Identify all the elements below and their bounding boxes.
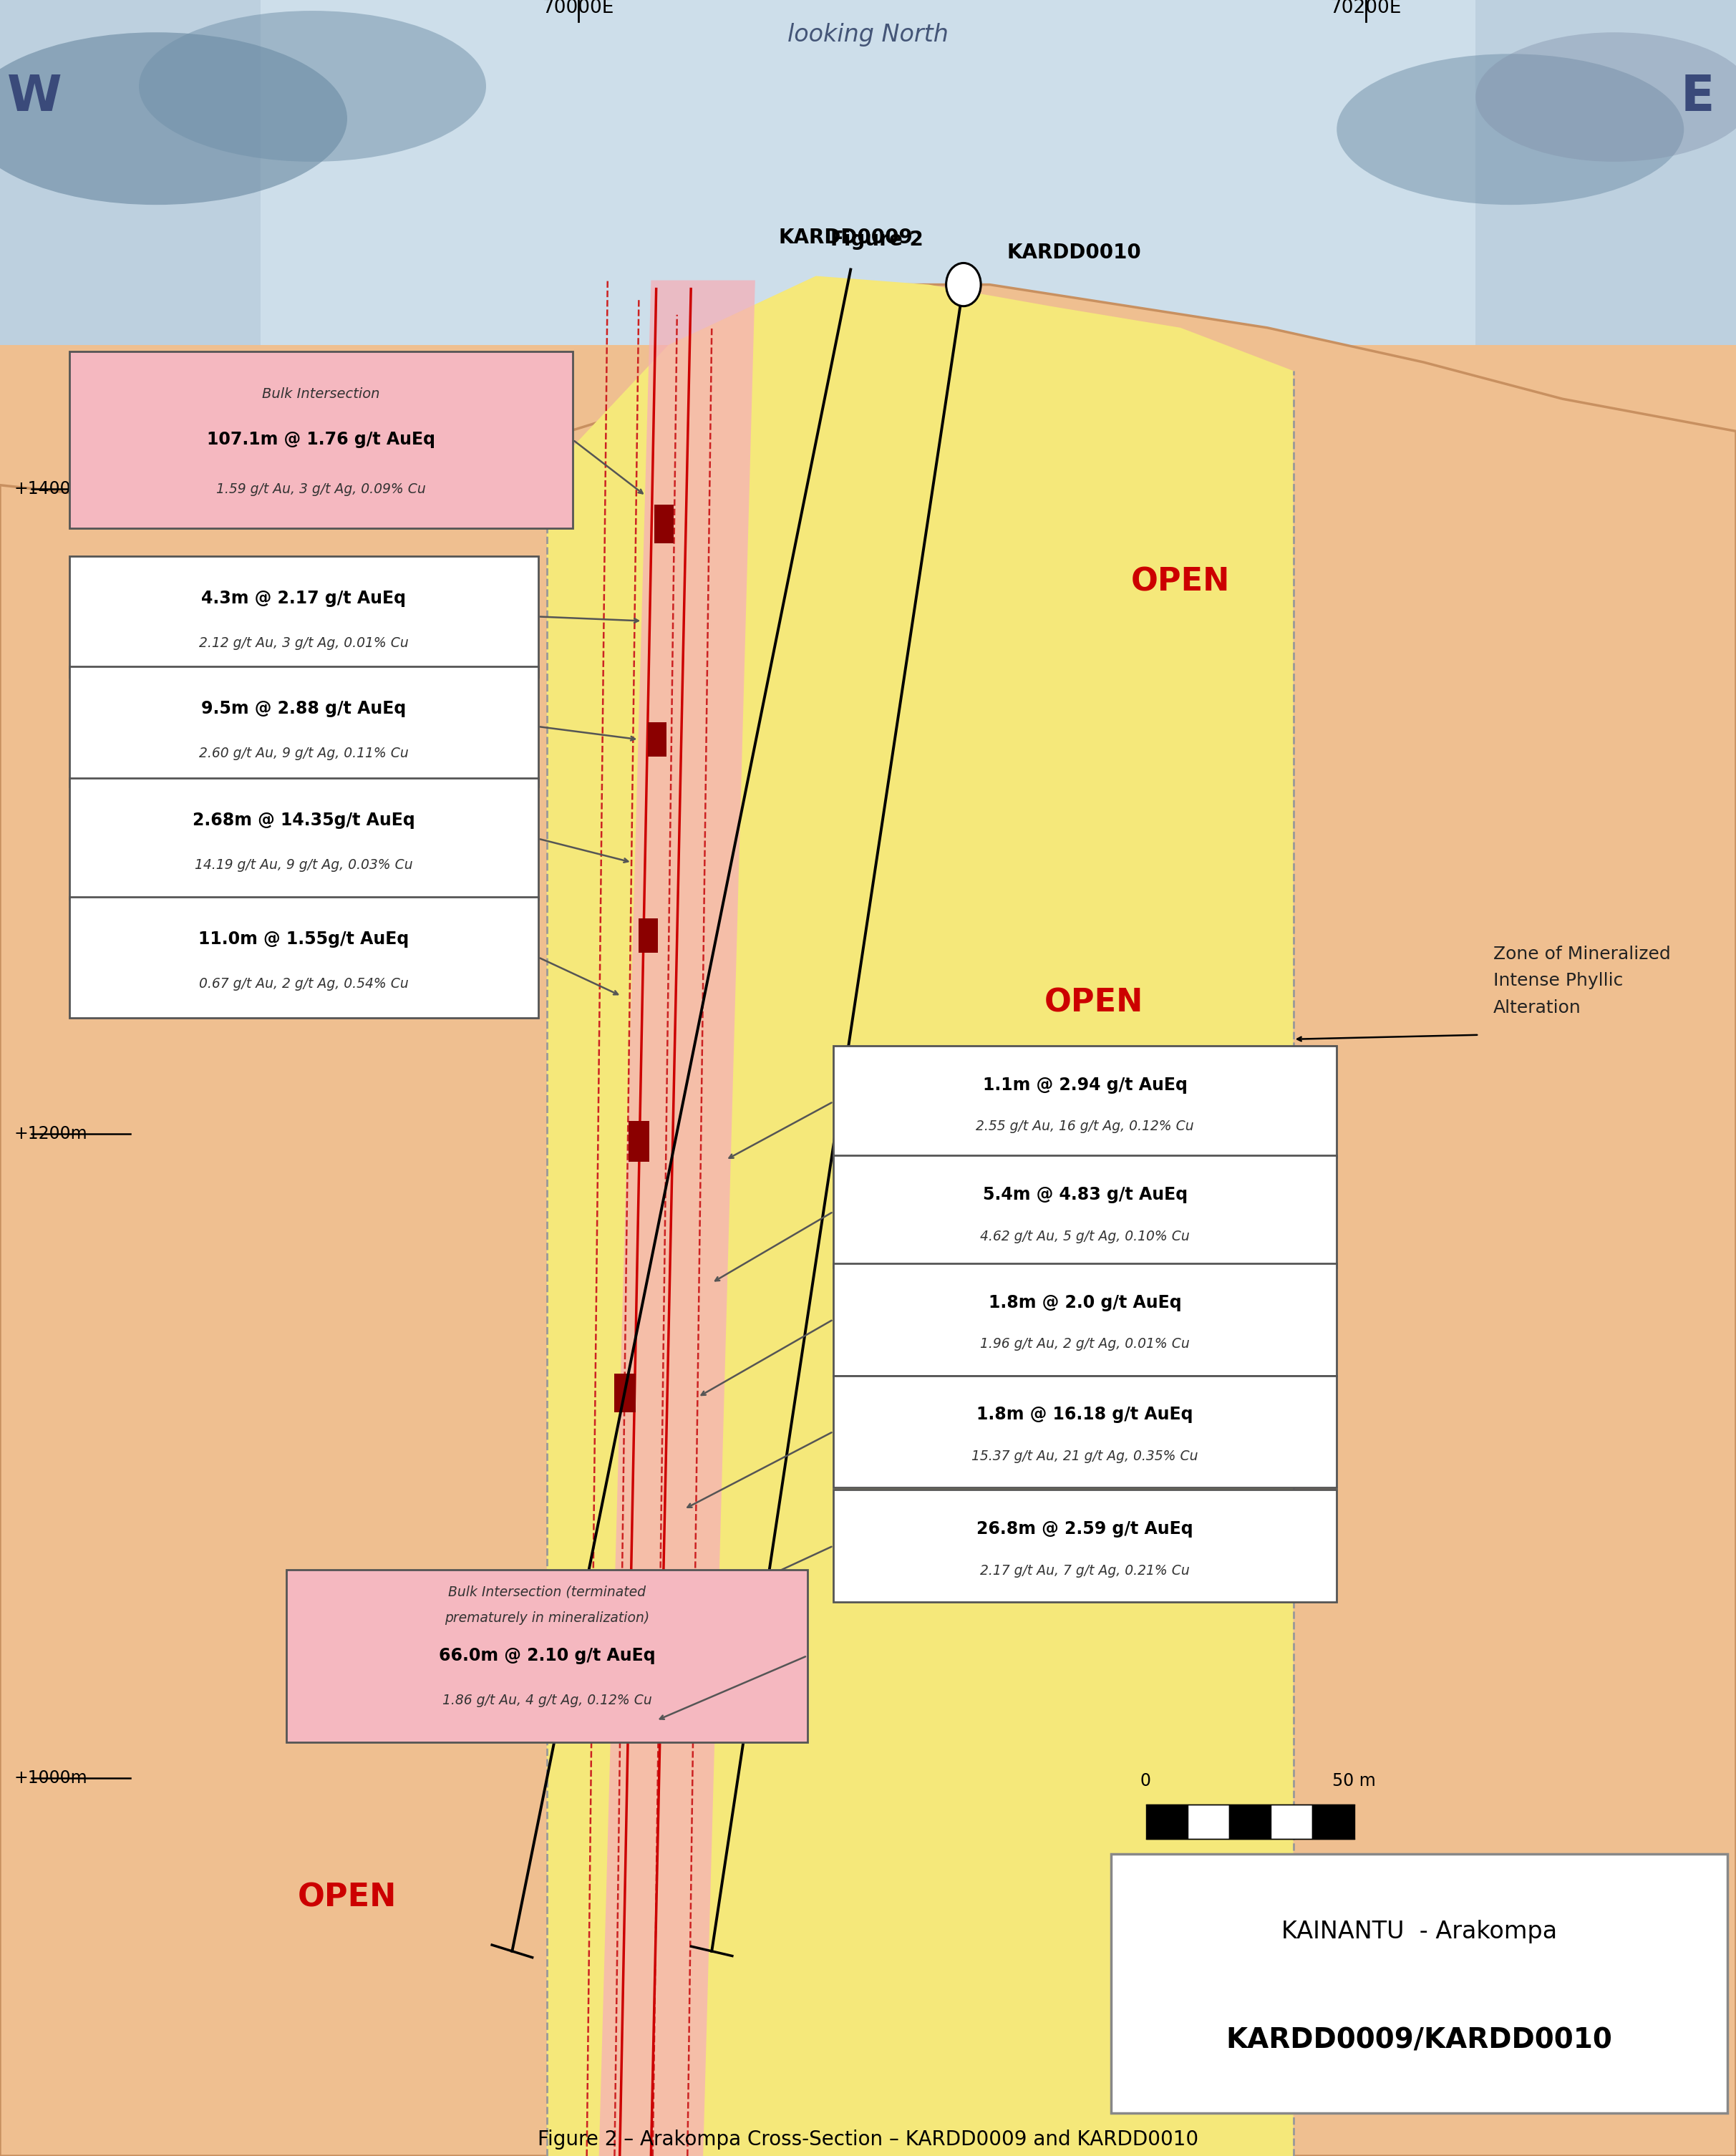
Text: 50 m: 50 m — [1332, 1772, 1377, 1789]
Ellipse shape — [1467, 32, 1727, 140]
Ellipse shape — [1476, 32, 1736, 162]
Text: prematurely in mineralization): prematurely in mineralization) — [444, 1611, 649, 1626]
Text: 66.0m @ 2.10 g/t AuEq: 66.0m @ 2.10 g/t AuEq — [439, 1647, 654, 1664]
Text: looking North: looking North — [788, 24, 948, 45]
FancyBboxPatch shape — [69, 778, 538, 899]
Bar — [1187, 1805, 1229, 1839]
Bar — [1312, 1805, 1354, 1839]
FancyBboxPatch shape — [833, 1376, 1337, 1488]
Bar — [648, 722, 667, 757]
FancyBboxPatch shape — [833, 1490, 1337, 1602]
Text: KAINANTU  - Arakompa: KAINANTU - Arakompa — [1281, 1921, 1557, 1943]
Text: 9.5m @ 2.88 g/t AuEq: 9.5m @ 2.88 g/t AuEq — [201, 701, 406, 718]
Text: 1.1m @ 2.94 g/t AuEq: 1.1m @ 2.94 g/t AuEq — [983, 1076, 1187, 1093]
FancyBboxPatch shape — [833, 1156, 1337, 1268]
Text: KARDD0009: KARDD0009 — [778, 229, 913, 248]
Text: 11.0m @ 1.55g/t AuEq: 11.0m @ 1.55g/t AuEq — [198, 931, 410, 949]
Text: 5.4m @ 4.83 g/t AuEq: 5.4m @ 4.83 g/t AuEq — [983, 1186, 1187, 1203]
Text: 70200E: 70200E — [1330, 0, 1403, 17]
Text: Bulk Intersection (terminated: Bulk Intersection (terminated — [448, 1585, 646, 1600]
Ellipse shape — [139, 11, 486, 162]
Bar — [1146, 1805, 1187, 1839]
FancyBboxPatch shape — [69, 351, 573, 528]
Bar — [654, 505, 674, 543]
Text: 15.37 g/t Au, 21 g/t Ag, 0.35% Cu: 15.37 g/t Au, 21 g/t Ag, 0.35% Cu — [972, 1449, 1198, 1464]
Text: 0: 0 — [1141, 1772, 1151, 1789]
Bar — [1354, 0, 1736, 194]
Text: 1.86 g/t Au, 4 g/t Ag, 0.12% Cu: 1.86 g/t Au, 4 g/t Ag, 0.12% Cu — [443, 1695, 651, 1708]
Bar — [615, 1373, 635, 1412]
Circle shape — [946, 263, 981, 306]
Text: OPEN: OPEN — [1130, 567, 1231, 597]
FancyBboxPatch shape — [69, 897, 538, 1018]
Text: 2.17 g/t Au, 7 g/t Ag, 0.21% Cu: 2.17 g/t Au, 7 g/t Ag, 0.21% Cu — [981, 1563, 1189, 1578]
Polygon shape — [547, 276, 1293, 2156]
Text: 2.60 g/t Au, 9 g/t Ag, 0.11% Cu: 2.60 g/t Au, 9 g/t Ag, 0.11% Cu — [200, 746, 408, 759]
Bar — [0, 323, 1736, 2156]
Bar — [260, 0, 1476, 345]
Text: W: W — [7, 73, 62, 121]
Text: Figure 2 – Arakompa Cross-Section – KARDD0009 and KARDD0010: Figure 2 – Arakompa Cross-Section – KARD… — [538, 2130, 1198, 2150]
Bar — [1271, 1805, 1312, 1839]
Text: 1.96 g/t Au, 2 g/t Ag, 0.01% Cu: 1.96 g/t Au, 2 g/t Ag, 0.01% Cu — [981, 1337, 1189, 1352]
Ellipse shape — [139, 11, 451, 140]
Bar — [1111, 1854, 1727, 2113]
Text: Zone of Mineralized
Intense Phyllic
Alteration: Zone of Mineralized Intense Phyllic Alte… — [1493, 946, 1670, 1015]
Polygon shape — [599, 280, 755, 2156]
Text: KARDD0010: KARDD0010 — [1007, 244, 1141, 263]
Bar — [0, 0, 1736, 345]
Text: 1.8m @ 16.18 g/t AuEq: 1.8m @ 16.18 g/t AuEq — [977, 1406, 1193, 1423]
Text: 1.59 g/t Au, 3 g/t Ag, 0.09% Cu: 1.59 g/t Au, 3 g/t Ag, 0.09% Cu — [217, 483, 425, 496]
Bar — [1229, 1805, 1271, 1839]
Text: 26.8m @ 2.59 g/t AuEq: 26.8m @ 2.59 g/t AuEq — [977, 1520, 1193, 1537]
Text: +1000m: +1000m — [14, 1770, 87, 1787]
Text: +1200m: +1200m — [14, 1125, 87, 1143]
Bar — [639, 918, 658, 953]
FancyBboxPatch shape — [69, 556, 538, 677]
Text: E: E — [1680, 73, 1715, 121]
Text: Bulk Intersection: Bulk Intersection — [262, 388, 380, 401]
Text: 2.55 g/t Au, 16 g/t Ag, 0.12% Cu: 2.55 g/t Au, 16 g/t Ag, 0.12% Cu — [976, 1119, 1194, 1134]
FancyBboxPatch shape — [833, 1046, 1337, 1158]
Text: 0.67 g/t Au, 2 g/t Ag, 0.54% Cu: 0.67 g/t Au, 2 g/t Ag, 0.54% Cu — [200, 977, 408, 990]
Bar — [628, 1121, 649, 1162]
FancyBboxPatch shape — [69, 666, 538, 787]
Ellipse shape — [1371, 43, 1684, 172]
Ellipse shape — [0, 32, 347, 205]
Bar — [0, 0, 382, 194]
Bar — [0, 0, 1736, 345]
Text: 4.62 g/t Au, 5 g/t Ag, 0.10% Cu: 4.62 g/t Au, 5 g/t Ag, 0.10% Cu — [981, 1229, 1189, 1244]
Text: 2.12 g/t Au, 3 g/t Ag, 0.01% Cu: 2.12 g/t Au, 3 g/t Ag, 0.01% Cu — [200, 636, 408, 649]
Text: 70000E: 70000E — [543, 0, 615, 17]
Text: 1.8m @ 2.0 g/t AuEq: 1.8m @ 2.0 g/t AuEq — [988, 1294, 1182, 1311]
Ellipse shape — [1337, 54, 1684, 205]
Bar — [174, 0, 1562, 345]
Text: KARDD0009/KARDD0010: KARDD0009/KARDD0010 — [1226, 2027, 1613, 2055]
Text: OPEN: OPEN — [297, 1882, 398, 1912]
Text: 107.1m @ 1.76 g/t AuEq: 107.1m @ 1.76 g/t AuEq — [207, 431, 436, 448]
Text: OPEN: OPEN — [852, 1419, 953, 1449]
Text: 14.19 g/t Au, 9 g/t Ag, 0.03% Cu: 14.19 g/t Au, 9 g/t Ag, 0.03% Cu — [194, 858, 413, 871]
Text: +1400m: +1400m — [14, 481, 87, 498]
FancyBboxPatch shape — [286, 1570, 807, 1742]
Text: 2.68m @ 14.35g/t AuEq: 2.68m @ 14.35g/t AuEq — [193, 813, 415, 830]
Text: 4.3m @ 2.17 g/t AuEq: 4.3m @ 2.17 g/t AuEq — [201, 591, 406, 608]
Polygon shape — [0, 285, 1736, 2156]
Text: Figure 2: Figure 2 — [830, 231, 924, 250]
Text: OPEN: OPEN — [1043, 987, 1144, 1018]
FancyBboxPatch shape — [833, 1263, 1337, 1376]
Ellipse shape — [0, 22, 312, 172]
